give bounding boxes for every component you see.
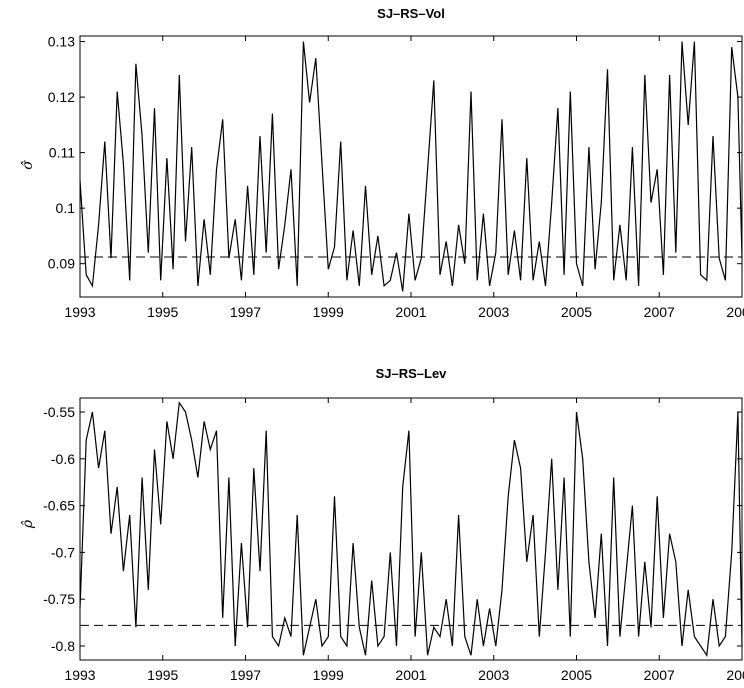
panel-title: SJ–RS–Vol [377, 6, 445, 21]
x-tick-label: 1997 [230, 304, 261, 320]
x-tick-label: 1999 [313, 304, 344, 320]
y-tick-label: 0.13 [48, 34, 75, 50]
x-tick-label: 2001 [395, 667, 426, 683]
x-ticks: 1993 1995 1997 1999 2001 2003 2005 2007 2009 [64, 398, 744, 683]
y-tick-label: -0.55 [43, 404, 75, 420]
panel-volatility: SJ–RS–Vol σ̂ 1993 1995 1997 1999 2001 2003 200… [20, 6, 744, 320]
x-tick-label: 1995 [147, 304, 178, 320]
y-tick-label: -0.75 [43, 591, 75, 607]
x-tick-label: 2007 [644, 304, 675, 320]
y-tick-label: -0.65 [43, 498, 75, 514]
x-tick-label: 2009 [726, 304, 744, 320]
y-tick-label: 0.11 [49, 145, 75, 161]
x-tick-label: 2009 [726, 667, 744, 683]
panel-leverage: SJ–RS–Lev ρ̂ 1993 1995 1997 1999 2001 2003 200… [20, 366, 744, 683]
y-tick-label: -0.7 [51, 544, 75, 560]
y-tick-label: 0.1 [56, 200, 76, 216]
series-line [79, 41, 743, 292]
x-tick-label: 1999 [313, 667, 344, 683]
y-tick-label: 0.12 [48, 89, 75, 105]
x-tick-label: 2007 [644, 667, 675, 683]
x-tick-label: 1993 [64, 304, 95, 320]
panel-title: SJ–RS–Lev [376, 366, 448, 381]
x-tick-label: 2001 [395, 304, 426, 320]
x-tick-label: 2005 [561, 667, 592, 683]
x-tick-label: 1997 [230, 667, 261, 683]
x-tick-label: 2005 [561, 304, 592, 320]
y-axis-label: ρ̂ [20, 519, 36, 529]
x-tick-label: 1993 [64, 667, 95, 683]
plot-frame [79, 397, 743, 661]
y-axis-label: σ̂ [20, 160, 36, 170]
x-tick-label: 2003 [478, 304, 509, 320]
y-ticks: 0.09 0.1 0.11 0.12 0.13 [48, 34, 742, 272]
y-tick-label: -0.8 [51, 638, 75, 654]
x-tick-label: 1995 [147, 667, 178, 683]
y-tick-label: -0.6 [51, 451, 75, 467]
y-tick-label: 0.09 [48, 256, 75, 272]
series-line [79, 400, 743, 658]
x-ticks: 1993 1995 1997 1999 2001 2003 2005 2007 2009 [64, 36, 744, 320]
x-tick-label: 2003 [478, 667, 509, 683]
plot-frame [79, 35, 743, 298]
